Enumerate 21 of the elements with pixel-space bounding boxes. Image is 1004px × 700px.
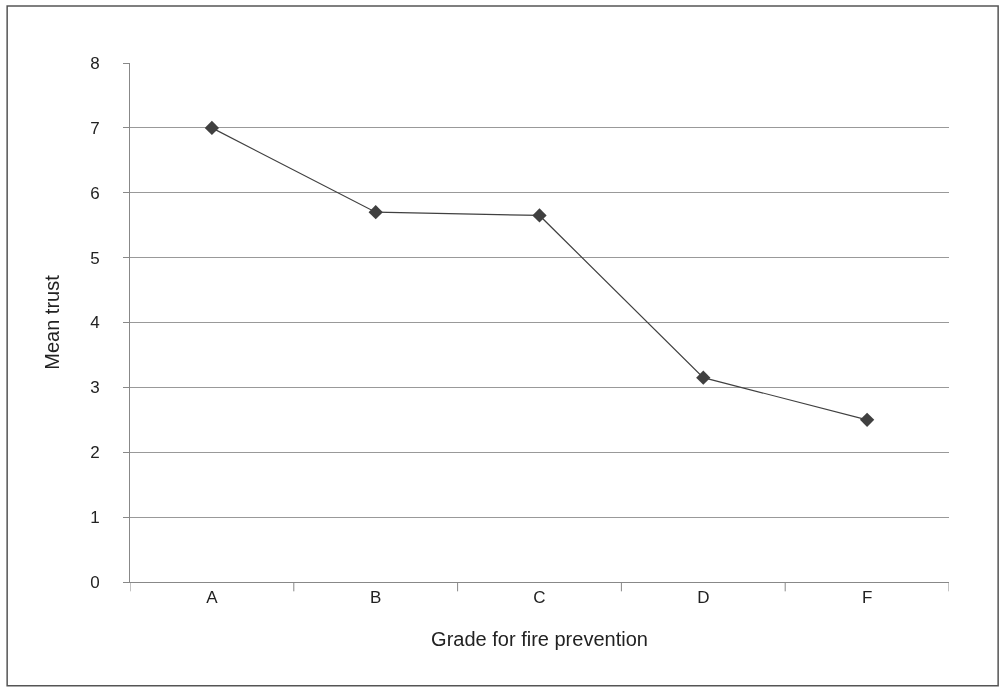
point	[859, 412, 875, 427]
y-tick-label: 7	[90, 118, 100, 138]
y-tick-label: 4	[90, 313, 100, 333]
y-tick-label: 5	[90, 248, 100, 268]
y-tick-label: 8	[90, 53, 100, 73]
x-tick-label: A	[206, 588, 219, 608]
y-tick-label: 1	[90, 508, 100, 528]
point	[696, 370, 711, 385]
x-tick-label: D	[697, 588, 710, 608]
y-tick-label: 6	[90, 183, 100, 203]
point	[204, 120, 220, 136]
x-tick-label: B	[370, 588, 382, 608]
y-axis-title: Mean trust	[40, 274, 63, 370]
point	[368, 205, 383, 220]
y-tick-label: 0	[90, 572, 100, 592]
y-tick-label: 3	[90, 378, 100, 398]
y-tick-label: 2	[90, 443, 100, 463]
x-tick-label: F	[861, 588, 873, 608]
x-axis-title: Grade for fire prevention	[431, 627, 648, 650]
x-tick-label: C	[533, 588, 546, 608]
point	[532, 208, 547, 223]
